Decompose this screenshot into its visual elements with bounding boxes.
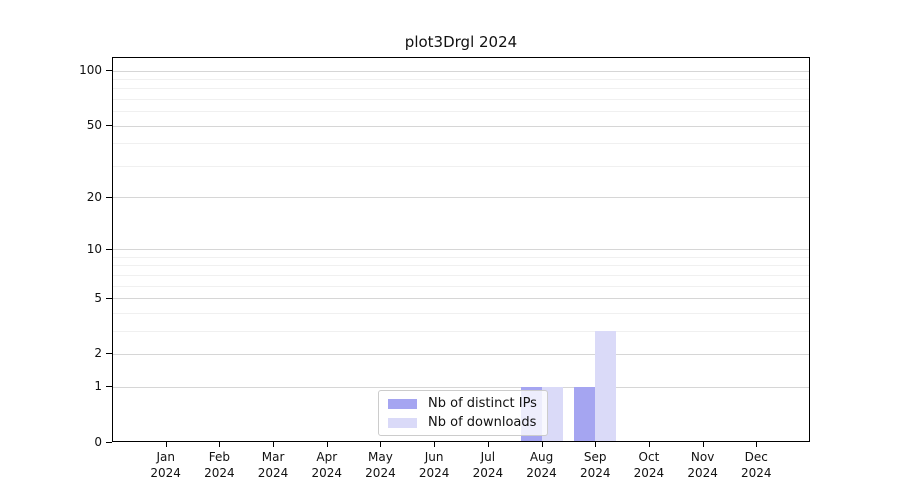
x-tick-year: 2024 [687, 466, 718, 480]
x-tick-year: 2024 [311, 466, 343, 480]
y-tick-label: 1 [94, 379, 102, 394]
x-tick-label: Nov 2024 [671, 449, 735, 481]
legend-row-distinct-ips: Nb of distinct IPs [388, 396, 537, 411]
legend-row-downloads: Nb of downloads [388, 415, 537, 430]
minor-gridline [113, 99, 809, 100]
x-tick [487, 442, 489, 447]
x-tick [326, 442, 328, 447]
x-tick-label: Dec 2024 [724, 449, 788, 481]
y-tick-label: 100 [79, 63, 102, 78]
x-tick-year: 2024 [633, 466, 665, 480]
y-tick [106, 70, 112, 72]
y-tick [106, 386, 112, 388]
x-tick-label: Sep 2024 [563, 449, 627, 481]
minor-gridline [113, 166, 809, 167]
minor-gridline [113, 275, 809, 276]
y-tick [106, 248, 112, 250]
x-tick-label: Oct 2024 [617, 449, 681, 481]
y-tick-label: 5 [94, 290, 102, 305]
x-tick-label: Jun 2024 [402, 449, 466, 481]
x-tick-label: Apr 2024 [295, 449, 359, 481]
x-tick-year: 2024 [579, 466, 611, 480]
major-gridline [113, 197, 809, 198]
minor-gridline [113, 286, 809, 287]
x-tick-year: 2024 [526, 466, 557, 480]
minor-gridline [113, 313, 809, 314]
minor-gridline [113, 143, 809, 144]
x-tick [434, 442, 436, 447]
minor-gridline [113, 265, 809, 266]
x-tick [165, 442, 167, 447]
chart-title: plot3Drgl 2024 [404, 33, 518, 51]
x-tick-label: Aug 2024 [510, 449, 574, 481]
major-gridline [113, 354, 809, 355]
y-tick [106, 442, 112, 443]
minor-gridline [113, 111, 809, 112]
bar-downloads-sep [595, 331, 617, 441]
major-gridline [113, 298, 809, 299]
y-tick [106, 125, 112, 127]
y-tick-label: 2 [94, 346, 102, 361]
x-tick-label: Mar 2024 [241, 449, 305, 481]
major-gridline [113, 126, 809, 127]
x-tick [702, 442, 704, 447]
minor-gridline [113, 79, 809, 80]
y-tick [106, 297, 112, 299]
major-gridline [113, 387, 809, 388]
legend-swatch-downloads [388, 417, 417, 428]
x-tick [648, 442, 650, 447]
major-gridline [113, 71, 809, 72]
x-tick [541, 442, 543, 447]
x-tick-label: Feb 2024 [187, 449, 251, 481]
legend-label-downloads: Nb of downloads [428, 415, 537, 430]
y-tick-label: 0 [94, 435, 102, 449]
minor-gridline [113, 88, 809, 89]
x-tick-year: 2024 [418, 466, 450, 480]
x-tick [595, 442, 597, 447]
x-tick-year: 2024 [365, 466, 396, 480]
x-tick-year: 2024 [204, 466, 235, 480]
legend-swatch-distinct-ips [388, 398, 417, 409]
x-tick [273, 442, 275, 447]
x-tick [756, 442, 758, 447]
x-tick-year: 2024 [472, 466, 504, 480]
y-tick [106, 353, 112, 355]
x-tick-label: Jan 2024 [134, 449, 198, 481]
x-tick [380, 442, 382, 447]
y-tick-label: 10 [86, 241, 102, 256]
x-tick [219, 442, 221, 447]
minor-gridline [113, 257, 809, 258]
minor-gridline [113, 331, 809, 332]
bar-distinct-ips-sep [574, 387, 596, 441]
y-tick-label: 50 [86, 118, 102, 133]
y-tick-label: 20 [86, 189, 102, 204]
x-tick-year: 2024 [150, 466, 181, 480]
plot-area [112, 57, 810, 442]
major-gridline [113, 249, 809, 250]
x-tick-label: May 2024 [348, 449, 412, 481]
x-tick-year: 2024 [257, 466, 289, 480]
x-tick-label: Jul 2024 [456, 449, 520, 481]
y-tick [106, 196, 112, 198]
legend-label-distinct-ips: Nb of distinct IPs [428, 396, 537, 411]
legend: Nb of distinct IPs Nb of downloads [378, 390, 548, 436]
x-tick-year: 2024 [741, 466, 772, 480]
